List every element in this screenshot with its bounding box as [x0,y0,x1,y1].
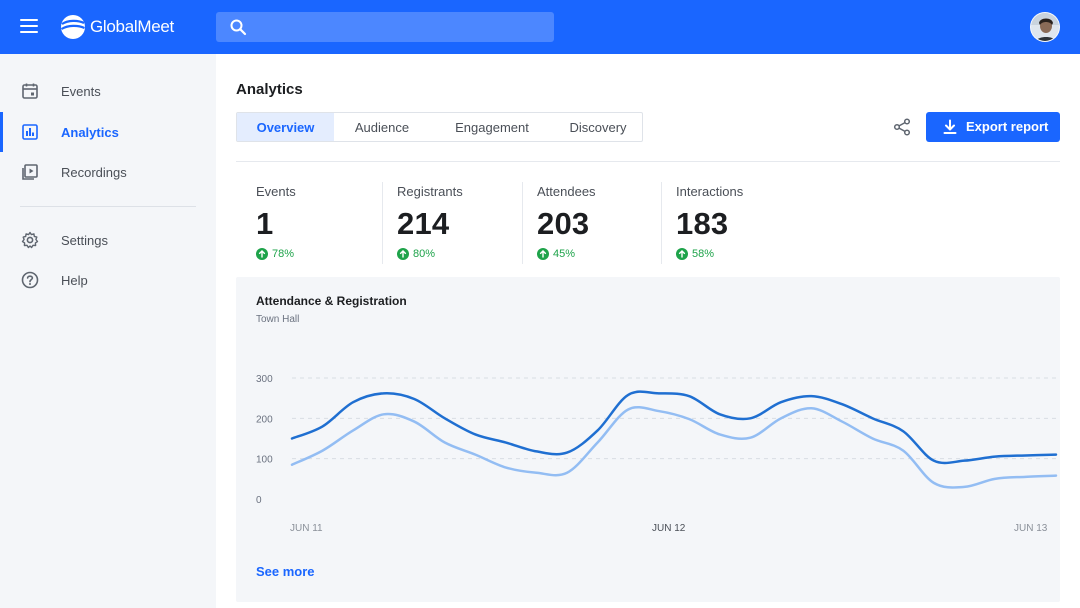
search-bar[interactable] [216,12,554,42]
sidebar-item-label: Analytics [61,124,119,140]
chart-title: Attendance & Registration [256,294,407,308]
search-icon [230,19,247,36]
brand-name: GlobalMeet [90,17,174,36]
stat-value: 203 [537,206,590,241]
y-tick-label: 300 [256,374,273,385]
y-tick-label: 200 [256,414,273,425]
sidebar-item-recordings[interactable]: Recordings [0,152,216,192]
y-tick-label: 0 [256,495,262,506]
stat-delta: 80% [397,248,435,260]
y-tick-label: 100 [256,455,273,466]
help-icon [21,271,39,289]
gear-icon [21,231,39,249]
sidebar-divider [20,206,196,207]
user-avatar-image [1031,13,1059,41]
search-input[interactable] [256,12,546,42]
stat-delta-value: 58% [692,248,715,260]
top-bar: GlobalMeet [0,0,1080,54]
sidebar-item-label: Help [61,272,88,288]
sidebar-item-label: Settings [61,232,108,248]
tab-engagement[interactable]: Engagement [455,119,529,135]
x-tick-label: JUN 13 [1014,523,1048,534]
arrow-up-icon [397,248,409,260]
stat-value: 214 [397,206,450,241]
sidebar-item-label: Recordings [61,164,127,180]
menu-icon[interactable] [20,19,38,35]
tab-overview[interactable]: Overview [237,113,334,141]
registration-series-line [290,390,1058,465]
stat-label: Registrants [397,184,463,199]
stat-label: Attendees [537,184,596,199]
stat-value: 183 [676,206,729,241]
chart-subtitle: Town Hall [256,314,300,325]
recordings-icon [22,164,38,180]
stat-events: Events 1 78% [256,182,382,264]
stat-label: Events [256,184,296,199]
sidebar-item-settings[interactable]: Settings [0,220,216,260]
stat-interactions: Interactions 183 58% [661,182,801,264]
stat-registrants: Registrants 214 80% [382,182,522,264]
sidebar-item-help[interactable]: Help [0,260,216,300]
stat-delta-value: 45% [553,248,576,260]
x-tick-label: JUN 11 [290,523,323,534]
download-icon [943,119,957,134]
arrow-up-icon [537,248,549,260]
page-title: Analytics [236,81,303,98]
sidebar-item-analytics[interactable]: Analytics [0,112,216,152]
attendance-chart-card: Attendance & Registration Town Hall 300 2… [236,277,1060,602]
export-report-button[interactable]: Export report [926,112,1060,142]
arrow-up-icon [676,248,688,260]
brand-logo[interactable]: GlobalMeet [60,13,174,41]
header-divider [236,161,1060,162]
stat-value: 1 [256,206,274,241]
export-report-label: Export report [966,119,1049,134]
stat-delta: 58% [676,248,714,260]
share-icon[interactable] [892,117,912,137]
attendance-line-chart: 300 200 100 0 JUN 11 JUN 12 JUN 13 [256,374,1058,534]
user-avatar[interactable] [1030,12,1060,42]
see-more-link[interactable]: See more [256,564,315,579]
stat-attendees: Attendees 203 45% [522,182,662,264]
x-tick-label: JUN 12 [652,523,686,534]
calendar-icon [22,83,38,99]
stat-delta-value: 78% [272,248,295,260]
sidebar: Events Analytics Recordings Settings [0,54,216,608]
arrow-up-icon [256,248,268,260]
tab-discovery[interactable]: Discovery [569,119,627,135]
stat-delta-value: 80% [413,248,436,260]
stat-delta: 45% [537,248,575,260]
globalmeet-logo-icon [60,15,85,39]
sidebar-item-events[interactable]: Events [0,71,216,111]
attendance-series-line [290,405,1058,489]
stat-label: Interactions [676,184,744,199]
tab-bar: Overview Audience Engagement Discovery [236,112,643,142]
bar-chart-icon [22,124,38,140]
sidebar-item-label: Events [61,83,101,99]
stat-delta: 78% [256,248,294,260]
tab-audience[interactable]: Audience [354,119,410,135]
